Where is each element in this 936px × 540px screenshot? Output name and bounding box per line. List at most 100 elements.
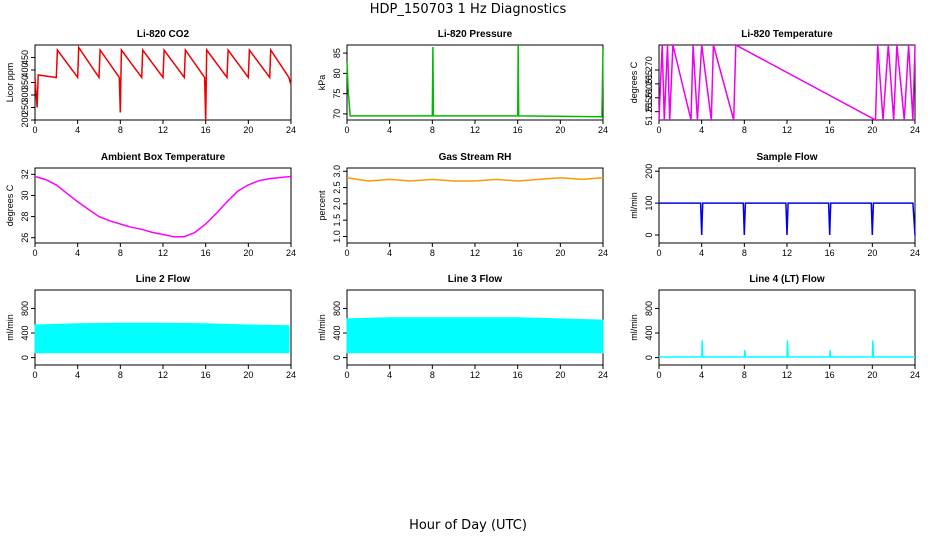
x-tick-label: 12 <box>470 370 480 380</box>
series-line <box>659 340 915 358</box>
y-axis-label: degrees C <box>5 184 15 226</box>
x-tick-label: 12 <box>158 248 168 258</box>
x-tick-label: 16 <box>513 248 523 258</box>
y-tick-label: 400 <box>332 326 342 341</box>
x-tick-label: 0 <box>32 370 37 380</box>
x-tick-label: 20 <box>555 370 565 380</box>
x-tick-label: 16 <box>201 248 211 258</box>
x-tick-label: 12 <box>470 248 480 258</box>
series-line <box>346 177 604 182</box>
y-tick-label: 85 <box>332 48 342 58</box>
y-tick-label: 400 <box>20 62 30 77</box>
y-tick-label: 0 <box>644 355 654 360</box>
x-tick-label: 4 <box>75 370 80 380</box>
x-tick-label: 8 <box>430 125 435 135</box>
x-tick-label: 16 <box>201 125 211 135</box>
y-tick-label: 800 <box>332 301 342 316</box>
y-tick-label: 51.270 <box>644 56 654 84</box>
x-tick-label: 20 <box>243 125 253 135</box>
series-area <box>346 317 604 354</box>
x-tick-label: 20 <box>867 370 877 380</box>
x-tick-label: 0 <box>32 125 37 135</box>
x-tick-label: 8 <box>430 248 435 258</box>
y-tick-label: 2.0 <box>332 198 342 211</box>
y-tick-label: 250 <box>20 100 30 115</box>
x-tick-label: 24 <box>910 125 920 135</box>
panel-title: Ambient Box Temperature <box>101 152 226 163</box>
plot-frame <box>346 44 604 121</box>
y-tick-label: 2.5 <box>332 181 342 194</box>
y-tick-label: 70 <box>332 109 342 119</box>
y-axis-label: Licor ppm <box>5 63 15 103</box>
y-axis-label: degrees C <box>629 61 639 103</box>
y-tick-label: 800 <box>644 301 654 316</box>
figure-title: HDP_150703 1 Hz Diagnostics <box>369 2 567 17</box>
panel-title: Li-820 Pressure <box>438 29 513 40</box>
y-tick-label: 28 <box>20 212 30 222</box>
x-tick-label: 12 <box>782 248 792 258</box>
x-tick-label: 24 <box>598 248 608 258</box>
y-tick-label: 51.255 <box>644 98 654 126</box>
y-tick-label: 0 <box>20 355 30 360</box>
y-axis-label: percent <box>317 190 327 221</box>
x-tick-label: 8 <box>742 370 747 380</box>
y-tick-label: 3.0 <box>332 165 342 178</box>
x-tick-label: 8 <box>118 370 123 380</box>
x-tick-label: 12 <box>158 125 168 135</box>
y-tick-label: 26 <box>20 233 30 243</box>
y-tick-label: 200 <box>644 164 654 179</box>
y-axis-label: ml/min <box>629 314 639 341</box>
y-axis-label: ml/min <box>5 314 15 341</box>
y-axis-label: ml/min <box>317 314 327 341</box>
x-tick-label: 16 <box>825 125 835 135</box>
plot-frame <box>34 44 292 121</box>
x-tick-label: 4 <box>387 248 392 258</box>
x-tick-label: 0 <box>344 248 349 258</box>
x-tick-label: 0 <box>656 125 661 135</box>
y-tick-label: 1.0 <box>332 230 342 243</box>
x-tick-label: 8 <box>430 370 435 380</box>
panel-title: Line 2 Flow <box>136 274 191 285</box>
x-tick-label: 24 <box>910 248 920 258</box>
y-tick-label: 400 <box>20 326 30 341</box>
x-tick-label: 8 <box>742 125 747 135</box>
x-tick-label: 0 <box>344 370 349 380</box>
x-tick-label: 24 <box>286 248 296 258</box>
y-tick-label: 450 <box>20 50 30 65</box>
x-tick-label: 24 <box>598 370 608 380</box>
panel-title: Li-820 Temperature <box>741 29 833 40</box>
series-line <box>658 43 916 122</box>
y-tick-label: 1.5 <box>332 214 342 227</box>
x-tick-label: 16 <box>201 370 211 380</box>
x-tick-label: 16 <box>825 370 835 380</box>
y-tick-label: 200 <box>20 112 30 127</box>
panel-title: Line 4 (LT) Flow <box>749 274 825 285</box>
x-tick-label: 20 <box>555 125 565 135</box>
x-tick-label: 8 <box>118 248 123 258</box>
y-tick-label: 100 <box>644 196 654 211</box>
x-tick-label: 20 <box>243 248 253 258</box>
x-tick-label: 16 <box>513 370 523 380</box>
x-tick-label: 12 <box>470 125 480 135</box>
x-tick-label: 24 <box>598 125 608 135</box>
y-tick-label: 0 <box>332 355 342 360</box>
y-axis-label: kPa <box>317 75 327 91</box>
x-tick-label: 12 <box>158 370 168 380</box>
x-tick-label: 20 <box>555 248 565 258</box>
x-tick-label: 4 <box>699 125 704 135</box>
y-tick-label: 75 <box>332 89 342 99</box>
x-tick-label: 20 <box>867 125 877 135</box>
figure-xlabel: Hour of Day (UTC) <box>409 518 527 533</box>
x-tick-label: 4 <box>75 248 80 258</box>
x-tick-label: 0 <box>656 248 661 258</box>
series-line <box>659 202 916 236</box>
x-tick-label: 4 <box>387 125 392 135</box>
series-line <box>34 45 292 121</box>
x-tick-label: 4 <box>387 370 392 380</box>
y-axis-label: ml/min <box>629 192 639 219</box>
x-tick-label: 4 <box>699 370 704 380</box>
x-tick-label: 12 <box>782 370 792 380</box>
y-tick-label: 80 <box>332 68 342 78</box>
x-tick-label: 8 <box>742 248 747 258</box>
x-tick-label: 20 <box>243 370 253 380</box>
